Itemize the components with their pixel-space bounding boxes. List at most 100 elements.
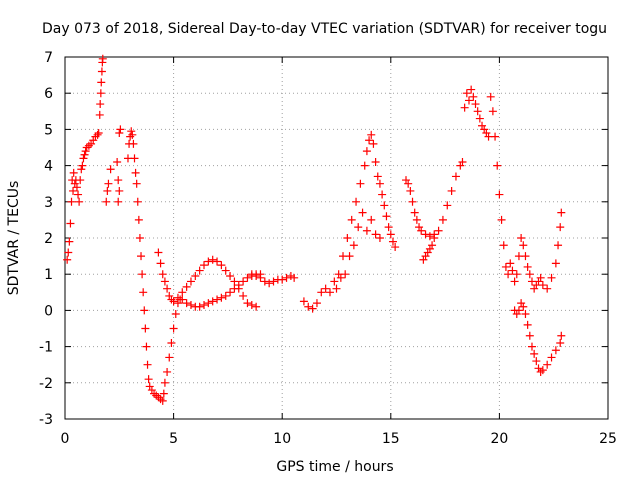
data-point — [126, 132, 135, 141]
data-point — [356, 179, 365, 188]
data-point — [69, 168, 78, 177]
data-point — [130, 154, 139, 163]
data-point — [495, 190, 504, 199]
data-point — [67, 197, 76, 206]
data-point — [133, 197, 142, 206]
data-point — [150, 389, 159, 398]
data-point — [96, 89, 105, 98]
data-point — [543, 284, 552, 293]
data-point — [81, 147, 90, 156]
data-point — [265, 279, 274, 288]
data-point — [213, 257, 222, 266]
data-point — [167, 295, 176, 304]
data-point — [556, 338, 565, 347]
data-point — [512, 310, 521, 319]
data-point — [523, 262, 532, 271]
data-point — [282, 273, 291, 282]
data-point — [391, 243, 400, 252]
data-point — [173, 293, 182, 302]
y-tick-label: -2 — [39, 376, 53, 392]
data-point — [134, 215, 143, 224]
data-point — [182, 299, 191, 308]
data-point — [464, 96, 473, 105]
data-point — [144, 375, 153, 384]
data-point — [127, 127, 136, 136]
data-point — [519, 241, 528, 250]
data-point — [530, 349, 539, 358]
data-point — [521, 252, 530, 261]
data-point — [160, 277, 169, 286]
data-point — [460, 103, 469, 112]
data-point — [458, 157, 467, 166]
data-point — [208, 297, 217, 306]
data-point — [256, 270, 265, 279]
data-point — [116, 125, 125, 134]
data-point — [230, 277, 239, 286]
data-point — [367, 130, 376, 139]
data-point — [97, 78, 106, 87]
data-point — [64, 248, 73, 257]
data-point — [113, 157, 122, 166]
data-point — [480, 125, 489, 134]
data-point — [343, 234, 352, 242]
data-point — [290, 273, 299, 282]
data-point — [532, 357, 541, 366]
data-point — [114, 197, 123, 206]
data-point — [98, 54, 107, 63]
y-tick-label: 7 — [44, 50, 53, 66]
data-point — [365, 136, 374, 145]
data-point — [547, 273, 556, 282]
data-point — [247, 300, 256, 309]
data-point — [538, 366, 547, 375]
x-tick-label: 15 — [382, 431, 400, 447]
data-point — [160, 378, 169, 387]
data-point — [139, 288, 148, 297]
data-point — [443, 201, 452, 210]
data-point — [345, 252, 354, 261]
x-tick-label: 5 — [169, 431, 178, 447]
data-point — [75, 197, 84, 206]
data-point — [87, 139, 96, 148]
data-point — [330, 277, 339, 286]
data-point — [165, 291, 174, 300]
data-point — [243, 273, 252, 282]
data-point — [419, 255, 428, 264]
data-point — [491, 132, 500, 141]
data-point — [115, 129, 124, 138]
data-point — [378, 190, 387, 199]
x-tick-label: 10 — [273, 431, 291, 447]
data-point — [517, 299, 526, 308]
data-point — [521, 310, 530, 319]
data-point — [404, 179, 413, 188]
data-point — [512, 270, 521, 279]
data-point — [486, 92, 495, 101]
data-point — [213, 295, 222, 304]
x-tick-label: 20 — [490, 431, 508, 447]
data-point — [299, 297, 308, 306]
data-point — [488, 107, 497, 116]
data-point — [217, 261, 226, 270]
data-point — [367, 215, 376, 224]
data-point — [543, 360, 552, 369]
data-point — [217, 293, 226, 302]
data-point — [412, 215, 421, 224]
data-point — [402, 176, 411, 185]
data-point — [178, 295, 187, 304]
data-point — [525, 270, 534, 279]
data-point — [96, 100, 105, 109]
data-point — [408, 197, 417, 206]
data-point — [497, 215, 506, 224]
data-point — [145, 382, 154, 391]
data-point — [388, 237, 397, 246]
data-point — [178, 288, 187, 297]
data-point — [362, 147, 371, 156]
data-point — [471, 100, 480, 109]
data-point — [434, 226, 443, 235]
data-point — [371, 157, 380, 166]
data-point — [156, 259, 165, 268]
data-point — [551, 346, 560, 355]
data-point — [375, 234, 384, 242]
data-point — [456, 161, 465, 170]
data-point — [349, 241, 358, 250]
data-point — [510, 277, 519, 286]
